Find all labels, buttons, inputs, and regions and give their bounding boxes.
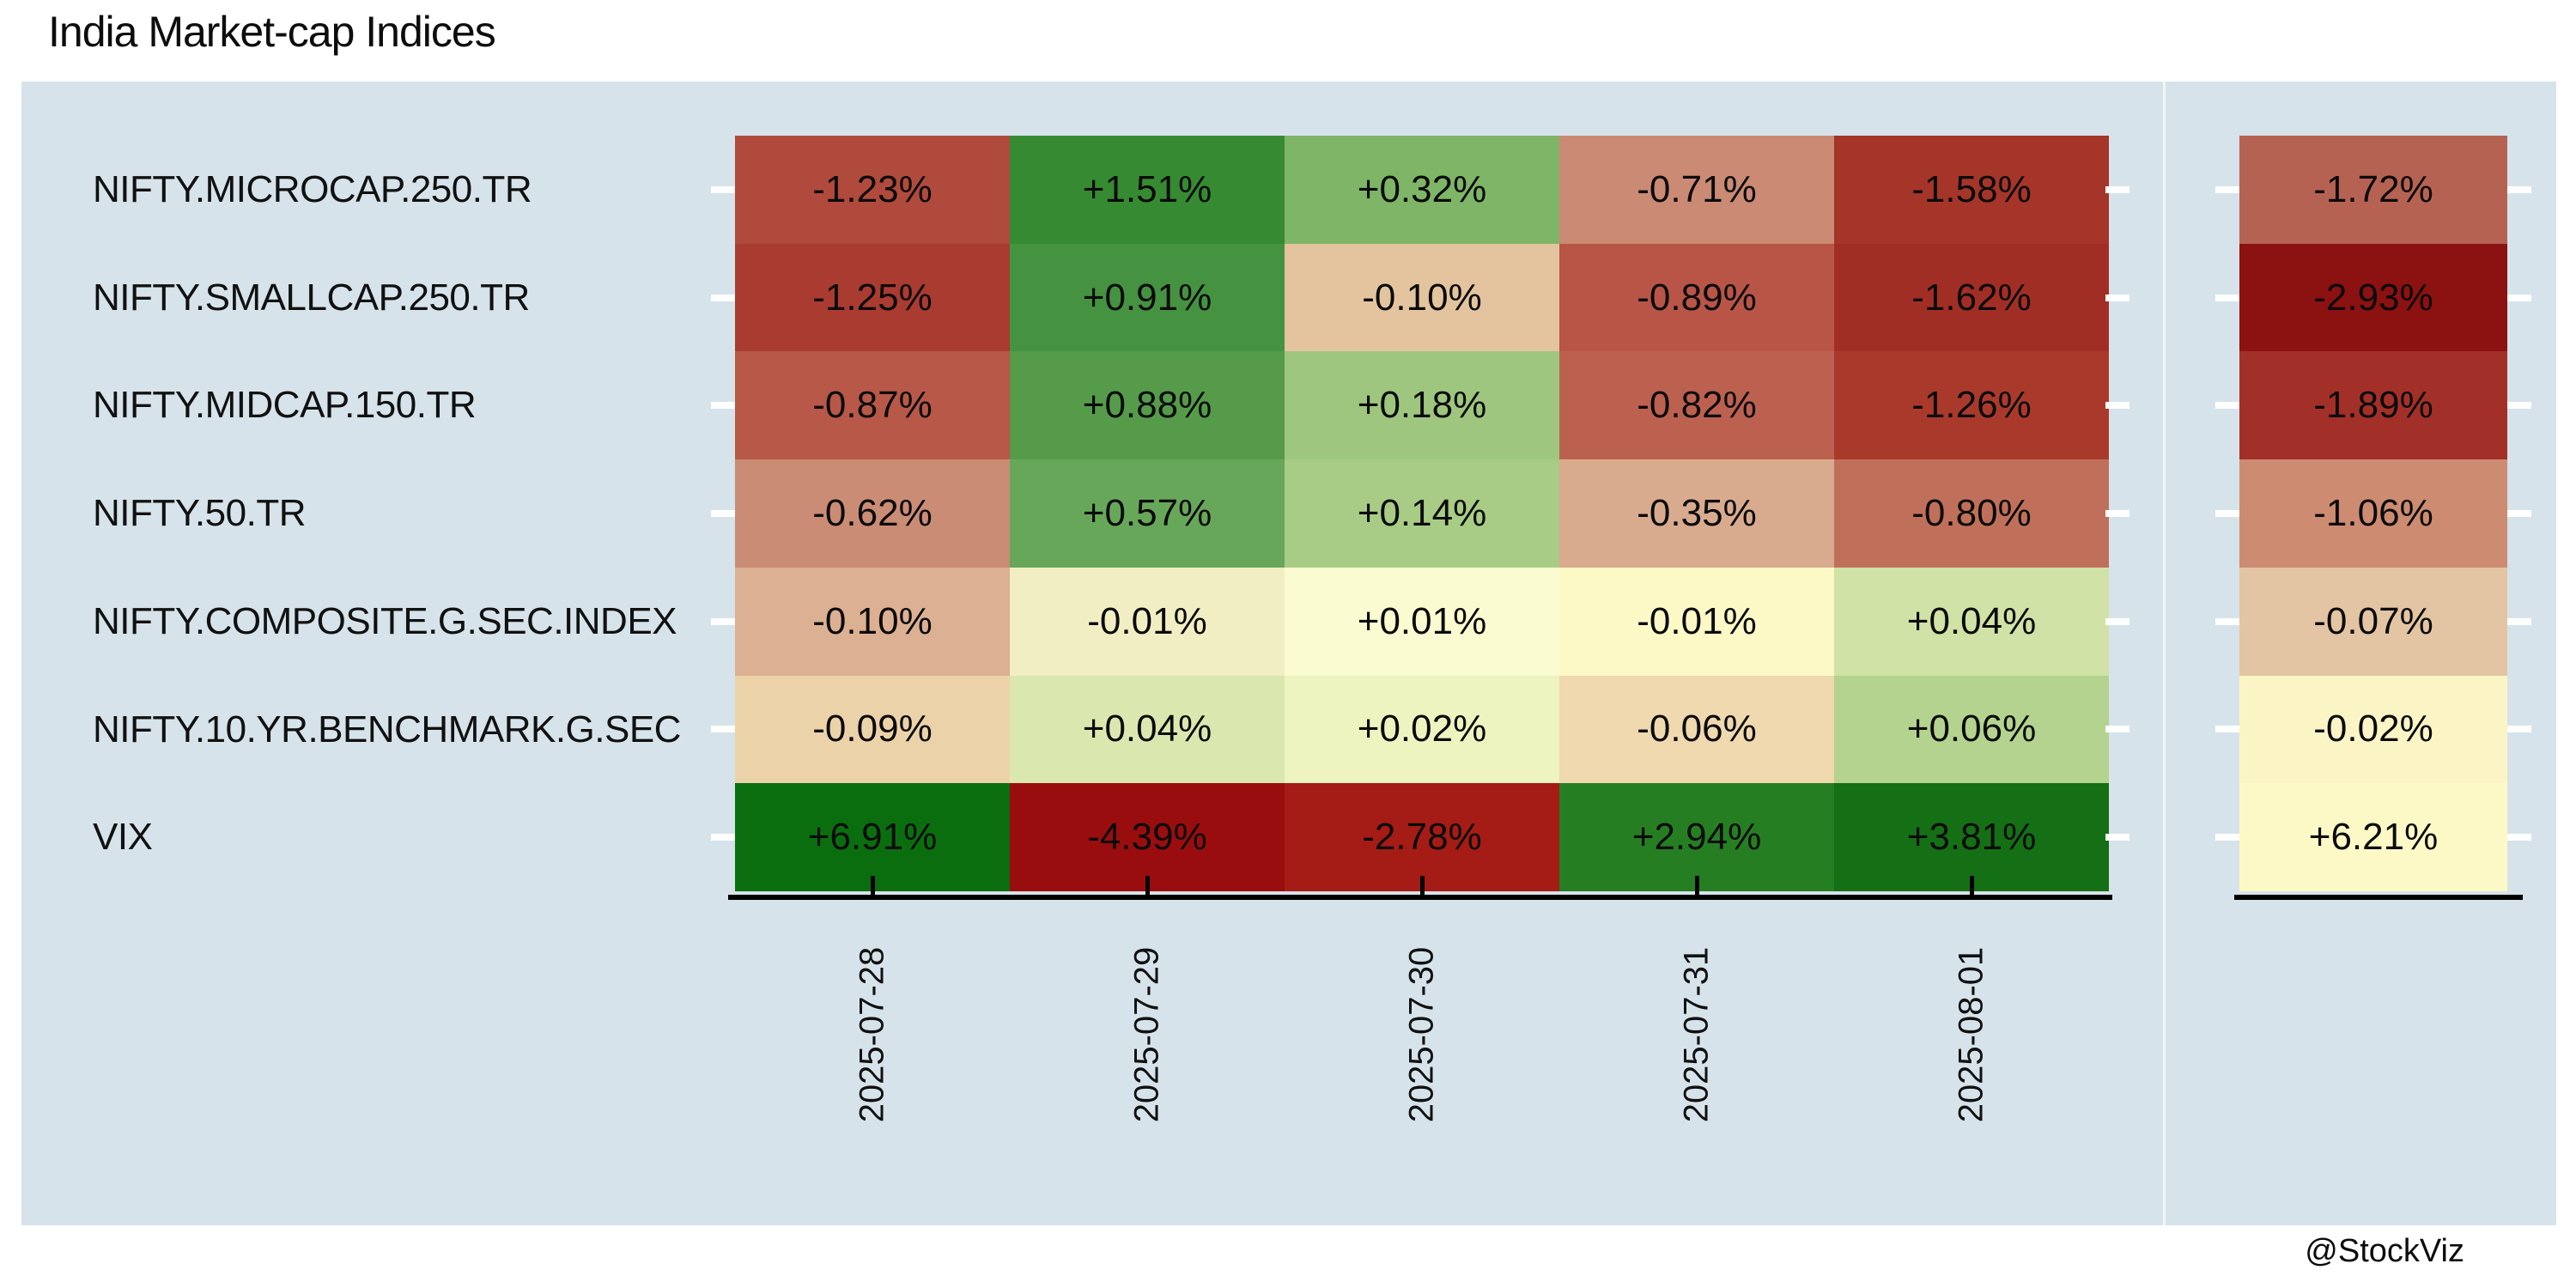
heatmap-cell: -0.01% bbox=[1010, 567, 1285, 676]
y-tick bbox=[2215, 726, 2239, 732]
heatmap-cell: -1.62% bbox=[1834, 243, 2109, 352]
heatmap-cell: -0.01% bbox=[1559, 567, 1834, 676]
summary-cell: -1.72% bbox=[2239, 136, 2507, 244]
heatmap-cell: -0.89% bbox=[1559, 243, 1834, 352]
heatmap-cell: -2.78% bbox=[1285, 783, 1559, 891]
heatmap-cell: +0.32% bbox=[1285, 136, 1559, 244]
x-axis-main bbox=[728, 895, 2112, 900]
summary-cell: -1.06% bbox=[2239, 459, 2507, 568]
heatmap-cell: -0.10% bbox=[1285, 243, 1559, 352]
page-title: India Market-cap Indices bbox=[48, 8, 496, 56]
heatmap-cell: -0.71% bbox=[1559, 136, 1834, 244]
y-tick bbox=[2215, 186, 2239, 193]
summary-cell: -2.93% bbox=[2239, 243, 2507, 352]
heatmap-cell: -1.58% bbox=[1834, 136, 2109, 244]
heatmap-cell: -0.87% bbox=[735, 351, 1010, 460]
row-label: NIFTY.10.YR.BENCHMARK.G.SEC bbox=[93, 708, 681, 750]
y-tick bbox=[2105, 295, 2129, 301]
y-tick bbox=[2215, 402, 2239, 409]
y-tick bbox=[2507, 295, 2531, 301]
y-tick bbox=[711, 726, 735, 732]
heatmap-cell: +0.06% bbox=[1834, 675, 2109, 784]
summary-cell: -0.07% bbox=[2239, 567, 2507, 676]
y-tick bbox=[2105, 618, 2129, 625]
x-tick-label: 2025-07-31 bbox=[1677, 946, 1716, 1123]
heatmap-cell: +0.57% bbox=[1010, 459, 1285, 568]
y-tick bbox=[711, 510, 735, 517]
heatmap-cell: +0.04% bbox=[1010, 675, 1285, 784]
y-tick bbox=[2215, 834, 2239, 841]
x-tick-label: 2025-07-28 bbox=[853, 946, 891, 1123]
row-label: NIFTY.MIDCAP.150.TR bbox=[93, 384, 477, 426]
x-tick bbox=[1145, 876, 1150, 895]
heatmap-cell: -0.35% bbox=[1559, 459, 1834, 568]
y-tick bbox=[2215, 618, 2239, 625]
row-label: NIFTY.MICROCAP.250.TR bbox=[93, 168, 532, 210]
x-tick bbox=[1695, 876, 1699, 895]
y-tick bbox=[711, 186, 735, 193]
heatmap-cell: -0.80% bbox=[1834, 459, 2109, 568]
x-tick-label: 2025-07-30 bbox=[1402, 946, 1441, 1123]
heatmap-summary: -1.72% -2.93% -1.89% -1.06% -0.07% -0.02… bbox=[2239, 136, 2507, 891]
heatmap-cell: +0.04% bbox=[1834, 567, 2109, 676]
y-tick bbox=[2507, 834, 2531, 841]
x-axis-summary bbox=[2234, 895, 2523, 900]
row-label: NIFTY.COMPOSITE.G.SEC.INDEX bbox=[93, 600, 677, 642]
heatmap-cell: +0.88% bbox=[1010, 351, 1285, 460]
heatmap-cell: -0.10% bbox=[735, 567, 1010, 676]
x-tick bbox=[871, 876, 875, 895]
heatmap-cell: +1.51% bbox=[1010, 136, 1285, 244]
summary-cell: -0.02% bbox=[2239, 675, 2507, 784]
heatmap-cell: -1.26% bbox=[1834, 351, 2109, 460]
y-tick bbox=[711, 295, 735, 301]
y-tick bbox=[711, 834, 735, 841]
x-tick bbox=[1420, 876, 1425, 895]
y-tick bbox=[2105, 726, 2129, 732]
heatmap-cell: -0.82% bbox=[1559, 351, 1834, 460]
heatmap-cell: +0.14% bbox=[1285, 459, 1559, 568]
heatmap-cell: +0.01% bbox=[1285, 567, 1559, 676]
heatmap-cell: -0.06% bbox=[1559, 675, 1834, 784]
heatmap-cell: -4.39% bbox=[1010, 783, 1285, 891]
heatmap-cell: +0.02% bbox=[1285, 675, 1559, 784]
y-tick bbox=[711, 618, 735, 625]
y-tick bbox=[2105, 510, 2129, 517]
heatmap-cell: +0.91% bbox=[1010, 243, 1285, 352]
y-tick bbox=[711, 402, 735, 409]
y-tick bbox=[2215, 510, 2239, 517]
y-tick bbox=[2507, 726, 2531, 732]
heatmap-cell: +0.18% bbox=[1285, 351, 1559, 460]
y-tick bbox=[2105, 834, 2129, 841]
row-label: NIFTY.50.TR bbox=[93, 492, 306, 534]
heatmap-cell: +3.81% bbox=[1834, 783, 2109, 891]
y-tick bbox=[2507, 186, 2531, 193]
watermark: @StockViz bbox=[2305, 1233, 2464, 1269]
y-tick bbox=[2215, 295, 2239, 301]
heatmap-cell: -1.25% bbox=[735, 243, 1010, 352]
heatmap-cell: -1.23% bbox=[735, 136, 1010, 244]
y-tick bbox=[2507, 402, 2531, 409]
y-tick bbox=[2105, 186, 2129, 193]
heatmap-main: -1.23% +1.51% +0.32% -0.71% -1.58% -1.25… bbox=[735, 136, 2109, 891]
heatmap-cell: -0.62% bbox=[735, 459, 1010, 568]
heatmap-cell: +2.94% bbox=[1559, 783, 1834, 891]
summary-cell: -1.89% bbox=[2239, 351, 2507, 460]
y-tick bbox=[2507, 510, 2531, 517]
summary-cell: +6.21% bbox=[2239, 783, 2507, 891]
x-tick-label: 2025-08-01 bbox=[1952, 946, 1990, 1123]
row-label: NIFTY.SMALLCAP.250.TR bbox=[93, 276, 530, 319]
row-label: VIX bbox=[93, 816, 153, 858]
heatmap-cell: -0.09% bbox=[735, 675, 1010, 784]
y-tick bbox=[2507, 618, 2531, 625]
x-tick-label: 2025-07-29 bbox=[1127, 946, 1166, 1123]
panel-divider bbox=[2163, 82, 2166, 1225]
heatmap-cell: +6.91% bbox=[735, 783, 1010, 891]
x-tick bbox=[1970, 876, 1974, 895]
y-tick bbox=[2105, 402, 2129, 409]
